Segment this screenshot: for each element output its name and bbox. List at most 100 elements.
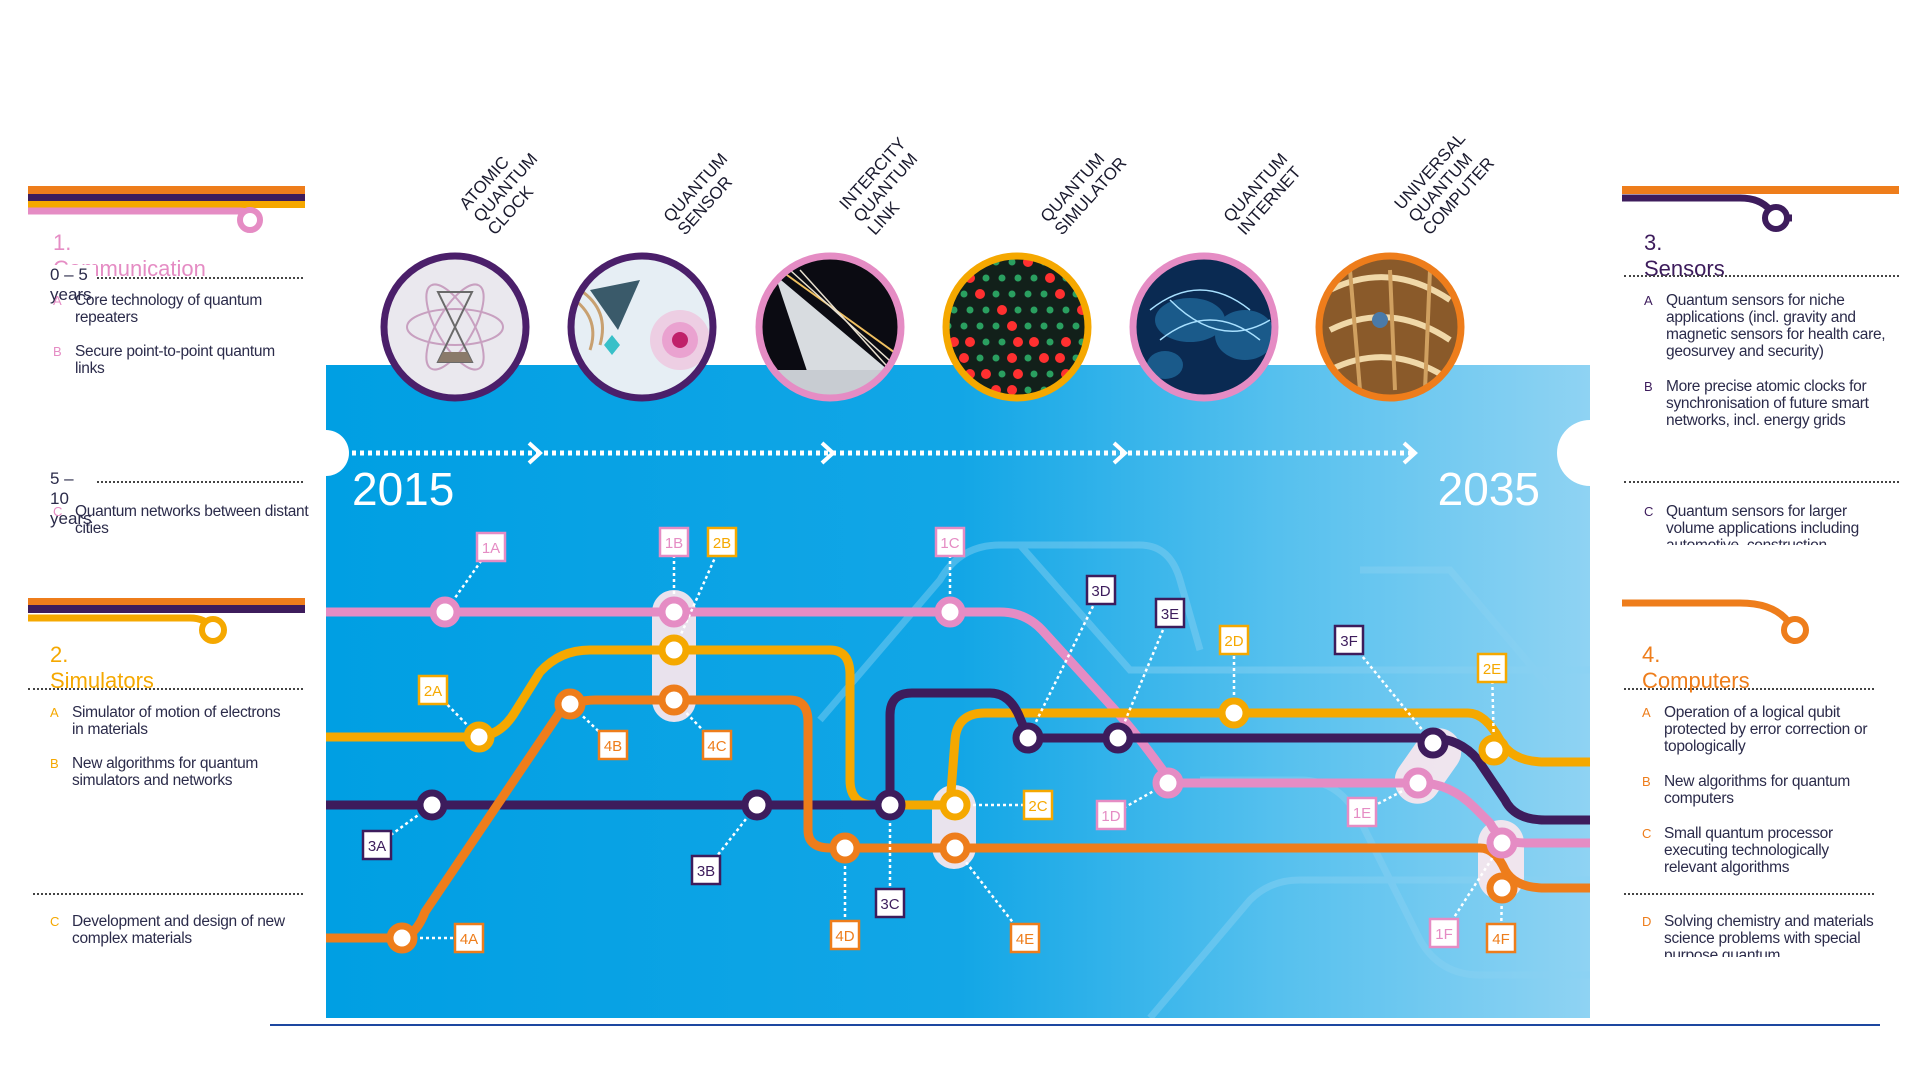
label-box-2c [1022,789,1054,821]
years-label: 5 – 10 years [50,469,96,529]
milestone-ring [380,252,530,402]
label-box-3c [874,887,906,919]
sim-dot [1046,306,1054,314]
label-box-3b [690,854,722,886]
end-year: 2035 [1438,463,1540,515]
item-letter: A [53,293,62,308]
label-2b: 2B [713,535,731,552]
sim-dot [1045,273,1055,283]
station-2b [658,634,690,666]
item-text: New algorithms for quantum computers [1664,773,1851,807]
sim-dot [1078,274,1085,282]
label-box-1f [1428,917,1460,949]
station-4e [939,832,971,864]
station-4f [1486,872,1518,904]
sensors-header-graphic [1622,186,1899,232]
station-1e [1402,767,1434,799]
milestone-label: UNIVERSALQUANTUMCOMPUTER [1391,128,1498,238]
station-3e [1102,722,1134,754]
sim-dot [1089,355,1096,362]
sim-dot [1039,353,1049,363]
divider [53,277,303,279]
sim-dot [976,322,984,330]
item-text: Solving chemistry and materials science … [1664,913,1874,957]
sim-dot [1040,290,1048,298]
label-2a: 2A [424,683,442,700]
sim-dot [1030,306,1038,314]
stations: 1A 1B 1C 1D 1E 1F 2A 2B 2C 2D 2E 3A 3B 3C 3D 3E 3F 4A 4B 4C… [361,526,1518,954]
computers-header-graphic [1622,599,1809,644]
sim-dot [982,306,990,314]
sim-dot [1089,291,1096,298]
sim-dot [982,274,990,282]
sim-dot [1013,337,1023,347]
label-box-4d [829,919,861,951]
milestone-ring [942,252,1092,402]
sim-dot [1007,353,1017,363]
item-text: Secure point-to-point quantum links [75,343,275,377]
sim-dot [1056,259,1064,266]
simulator-line [326,645,1590,810]
sim-dot [949,322,952,330]
milestone-intercity-quantum-link [755,252,905,402]
station-2c [939,789,971,821]
milestone-labels: ATOMICQUANTUMCLOCK QUANTUMSENSOR INTERCITY… [456,128,1498,239]
milestone-quantum-sensor [567,252,717,402]
sim-dot [1040,322,1048,330]
label-2e: 2E [1483,661,1501,678]
station-4c [658,684,690,716]
item-letter: C [1642,826,1652,841]
timeline-chevron [1402,441,1418,465]
sim-dot [1095,339,1102,346]
label-2c: 2C [1028,798,1047,815]
item-letter: C [50,914,60,929]
label-box-2b [706,526,738,558]
sim-dot [1029,337,1039,347]
sim-dot [1008,259,1016,266]
milestone-ring [755,252,905,402]
station-4d [829,832,861,864]
item-text: Simulator of motion of electrons in mate… [72,704,281,738]
label-box-4e [1009,922,1041,954]
sim-dot [966,306,974,314]
station-3a [416,789,448,821]
item-text: Quantum sensors for niche applications (… [1666,292,1886,360]
leader-line-4e [954,847,1026,939]
milestone-ring [1315,252,1465,402]
station-3f [1417,727,1449,759]
divider [1624,275,1899,277]
label-4f: 4F [1492,931,1510,948]
simulators-header-graphic [28,598,305,644]
label-box-3e [1154,597,1186,629]
label-box-1a [475,531,507,563]
left-notch [303,430,349,476]
label-box-1e [1346,796,1378,828]
sim-dot [950,274,958,282]
sim-dot [960,322,968,330]
milestone-quantum-internet [1129,252,1279,402]
sim-dot [1024,386,1032,394]
milestone-label: ATOMICQUANTUMCLOCK [456,137,556,239]
milestone-label: INTERCITYQUANTUMLINK [836,134,938,239]
sim-dot [982,338,990,346]
sim-dot [1089,259,1096,266]
simulators-title: 2. Simulators [50,642,154,693]
divider [1624,481,1899,483]
milestone-atomic-quantum-clock [380,252,530,402]
sim-dot [998,370,1006,378]
sim-dot [950,306,958,314]
item-letter: A [1644,293,1653,308]
label-box-3a [361,829,393,861]
label-3f: 3F [1340,633,1358,650]
label-3d: 3D [1091,583,1110,600]
item-letter: B [50,756,59,771]
milestone-label: QUANTUMSENSOR [660,149,746,238]
item-letter: C [53,504,63,519]
item-text: More precise atomic clocks for synchroni… [1666,378,1869,429]
item-text: Core technology of quantum repeaters [75,292,262,326]
sim-dot [992,354,1000,362]
sim-dot [1072,259,1080,266]
station-1f [1486,827,1518,859]
label-4c: 4C [707,738,726,755]
sim-dot [1024,354,1032,362]
